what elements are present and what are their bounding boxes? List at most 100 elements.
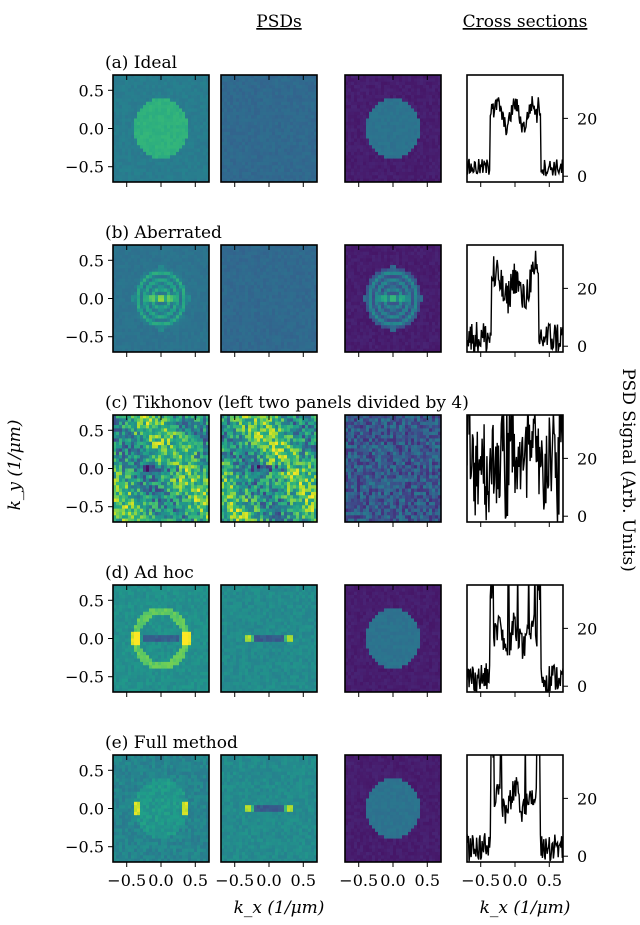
heatmap-cell [269, 295, 273, 299]
heatmap-cell [351, 75, 355, 79]
heatmap-cell [236, 75, 240, 79]
heatmap-cell [299, 85, 303, 89]
heatmap-cell [236, 265, 240, 269]
heatmap-cell [200, 255, 204, 259]
heatmap-cell [296, 275, 300, 279]
heatmap-cell [293, 145, 297, 149]
heatmap-cell [131, 318, 135, 323]
heatmap-cell [266, 141, 270, 146]
heatmap-cell [351, 115, 355, 119]
heatmap-cell [167, 291, 171, 296]
heatmap-cell [299, 125, 303, 129]
heatmap-cell [242, 78, 246, 83]
heatmap-cell [375, 175, 379, 180]
heatmap-cell [278, 121, 282, 126]
heatmap-cell [203, 325, 207, 329]
heatmap-cell [137, 175, 141, 180]
heatmap-cell [390, 91, 394, 96]
heatmap-cell [281, 255, 285, 259]
heatmap-cell [278, 308, 282, 313]
heatmap-cell [275, 121, 279, 126]
heatmap-cell [206, 281, 210, 286]
heatmap-cell [221, 78, 225, 83]
heatmap-cell [293, 308, 297, 313]
heatmap-cell [314, 281, 318, 286]
heatmap-cell [122, 78, 126, 83]
heatmap-cell [248, 111, 252, 116]
heatmap-cell [417, 115, 421, 119]
heatmap-cell [170, 298, 174, 303]
heatmap-cell [143, 301, 147, 306]
heatmap-cell [158, 171, 162, 176]
heatmap-cell [116, 318, 120, 323]
heatmap-cell [426, 175, 430, 180]
heatmap-cell [281, 155, 285, 159]
heatmap-cell [140, 108, 144, 113]
heatmap-cell [269, 148, 273, 153]
heatmap-cell [245, 328, 249, 333]
heatmap-cell [429, 91, 433, 96]
heatmap-cell [137, 295, 141, 299]
heatmap-cell [197, 128, 201, 133]
heatmap-cell [357, 115, 361, 119]
heatmap-cell [167, 271, 171, 276]
heatmap-cell [128, 175, 132, 180]
heatmap-cell [152, 158, 156, 163]
heatmap-cell [200, 81, 204, 86]
heatmap-cell [134, 308, 138, 313]
heatmap-cell [366, 141, 370, 146]
heatmap-cell [140, 245, 144, 249]
cross-y-tick-label: 20 [577, 109, 597, 128]
heatmap-cell [305, 88, 309, 93]
heatmap-cell [185, 295, 189, 299]
heatmap-cell [414, 145, 418, 149]
heatmap-cell [242, 105, 246, 109]
heatmap-cell [287, 291, 291, 296]
heatmap-cell [227, 315, 231, 319]
heatmap-cell [417, 135, 421, 139]
heatmap-cell [176, 288, 180, 293]
heatmap-cell [308, 175, 312, 180]
heatmap-cell [200, 251, 204, 256]
heatmap-cell [128, 248, 132, 253]
heatmap-cell [149, 75, 153, 79]
heatmap-cell [302, 248, 306, 253]
heatmap-cell [296, 135, 300, 139]
heatmap-cell [387, 148, 391, 153]
heatmap-cell [149, 128, 153, 133]
heatmap-cell [305, 108, 309, 113]
heatmap-cell [116, 151, 120, 156]
heatmap-cell [149, 281, 153, 286]
heatmap-cell [158, 175, 162, 180]
heatmap-cell [281, 288, 285, 293]
heatmap-cell [230, 151, 234, 156]
heatmap-cell [188, 118, 192, 123]
heatmap-cell [233, 85, 237, 89]
heatmap-cell [185, 168, 189, 173]
heatmap-cell [429, 105, 433, 109]
heatmap-cell [176, 345, 180, 350]
heatmap-cell [149, 98, 153, 103]
heatmap-cell [158, 151, 162, 156]
heatmap-cell [125, 81, 129, 86]
heatmap-cell [113, 305, 117, 309]
heatmap-cell [293, 165, 297, 170]
heatmap-cell [348, 91, 352, 96]
heatmap-cell [119, 75, 123, 79]
heatmap-cell [140, 111, 144, 116]
heatmap-cell [260, 151, 264, 156]
heatmap-cell [182, 148, 186, 153]
heatmap-cell [185, 88, 189, 93]
heatmap-cell [134, 301, 138, 306]
heatmap-cell [399, 135, 403, 139]
heatmap-cell [263, 291, 267, 296]
heatmap-cell [227, 115, 231, 119]
heatmap-cell [116, 298, 120, 303]
heatmap-cell [275, 85, 279, 89]
heatmap-cell [311, 168, 315, 173]
heatmap-cell [152, 98, 156, 103]
heatmap-cell [224, 255, 228, 259]
heatmap-cell [173, 278, 177, 283]
heatmap-cell [351, 85, 355, 89]
heatmap-cell [125, 111, 129, 116]
